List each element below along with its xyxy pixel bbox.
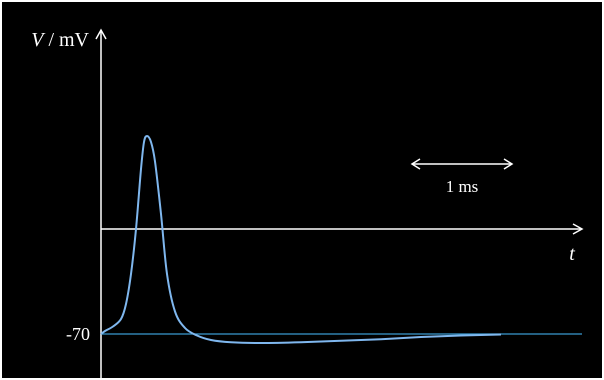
y-axis-arrowhead (95, 28, 107, 40)
y-axis-unit: / mV (43, 29, 89, 51)
x-axis-arrowhead (572, 223, 584, 235)
action-potential-trace (100, 134, 502, 345)
y-axis-variable: V (31, 29, 46, 51)
scale-bar-label: 1 ms (446, 177, 479, 196)
y-axis-label: V / mV (31, 29, 89, 51)
x-axis-label: t (569, 243, 575, 265)
scale-bar-right-arrowhead (503, 158, 514, 170)
y-tick-label-minus-70: -70 (66, 324, 90, 344)
scale-bar-left-arrowhead (410, 158, 421, 170)
